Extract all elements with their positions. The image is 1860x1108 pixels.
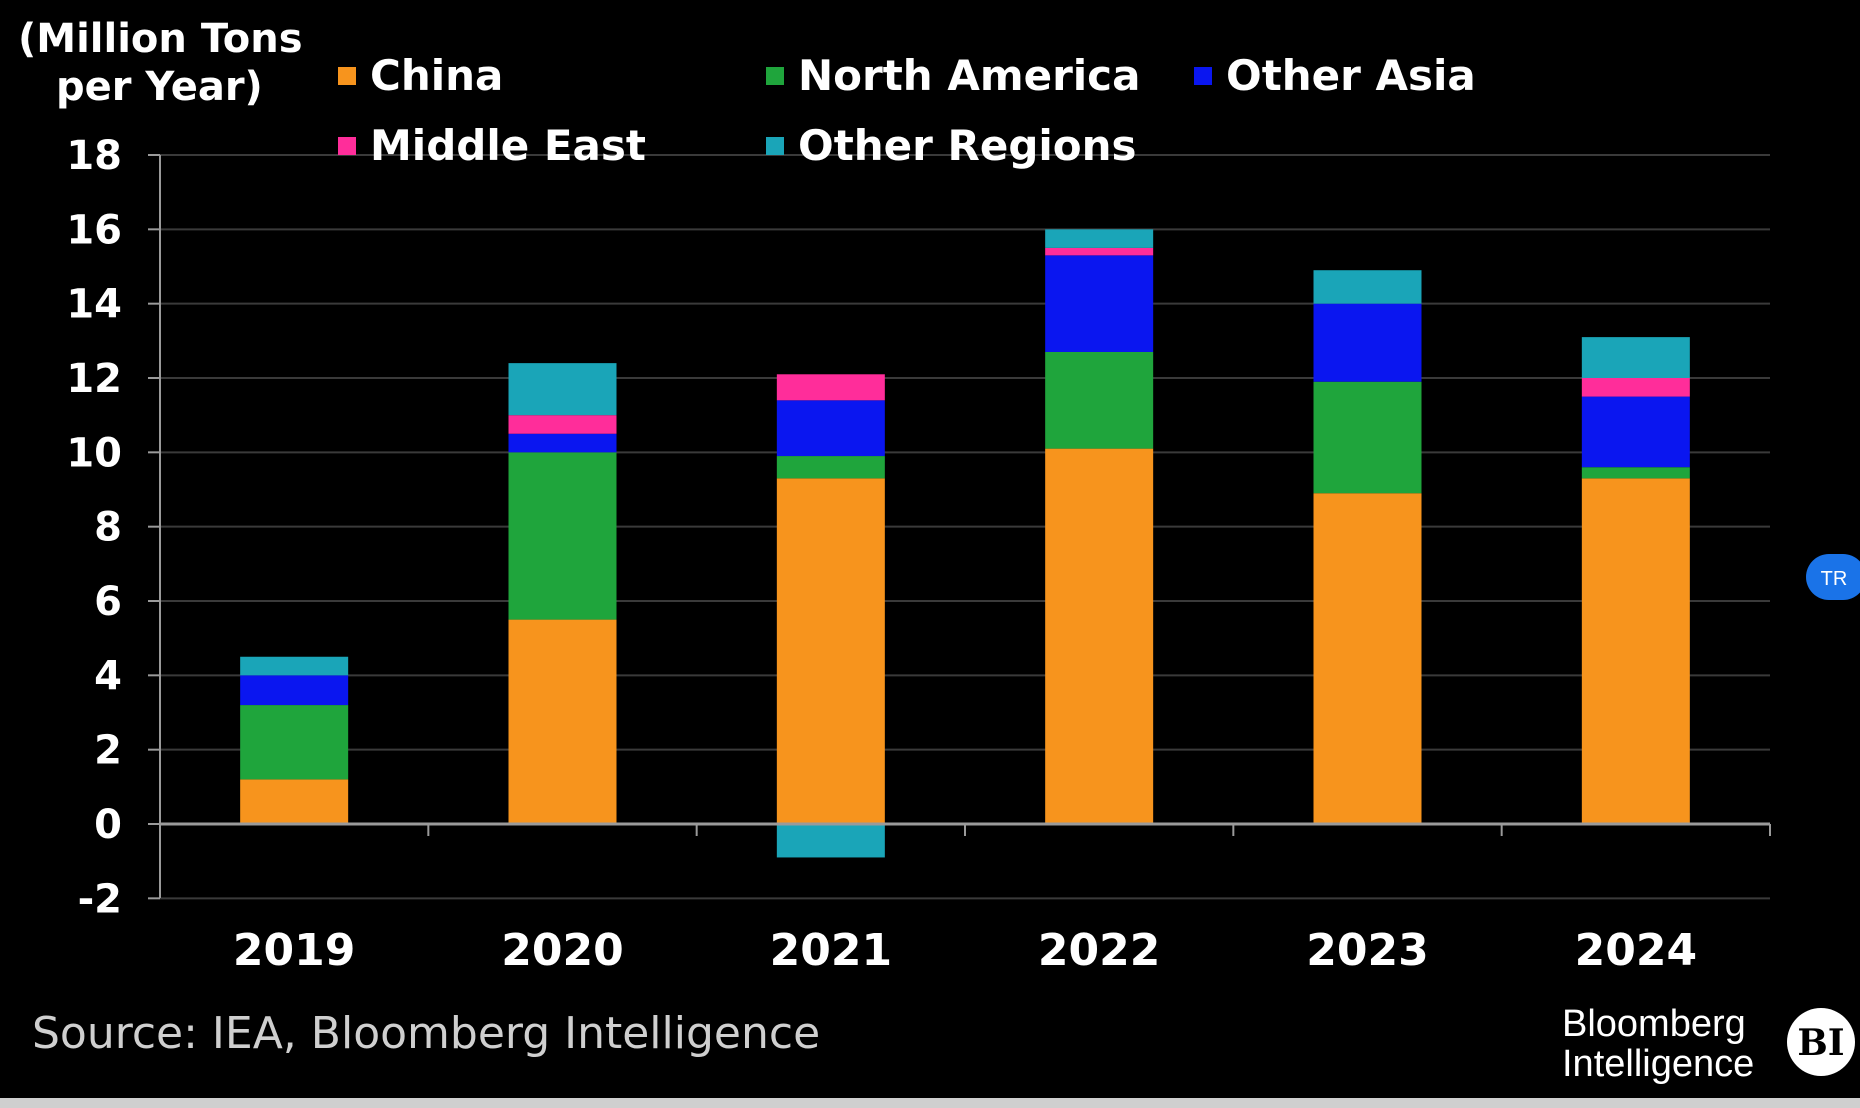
- bar-north-america-2021: [776, 456, 885, 479]
- legend-swatch-middle-east: [338, 137, 356, 155]
- bar-other-asia-2023: [1313, 303, 1422, 382]
- bar-china-2021: [776, 478, 885, 824]
- brand-name-line2: Intelligence: [1562, 1043, 1754, 1085]
- bar-china-2020: [508, 619, 617, 824]
- bar-china-2022: [1045, 448, 1154, 824]
- y-tick-label: 8: [94, 505, 122, 551]
- bar-other-regions-2023: [1313, 270, 1422, 304]
- legend-label-middle-east: Middle East: [370, 121, 646, 170]
- legend-swatch-other-asia: [1194, 67, 1212, 85]
- bars-layer: [240, 229, 1690, 858]
- y-tick-label: 14: [66, 282, 122, 328]
- bar-other-asia-2019: [240, 675, 349, 706]
- grid-layer: [160, 154, 1770, 900]
- legend-swatch-china: [338, 67, 356, 85]
- bar-middle-east-2021: [776, 374, 885, 401]
- brand-name-line1: Bloomberg: [1562, 1003, 1746, 1045]
- bar-china-2023: [1313, 493, 1422, 824]
- bi-badge-icon: [1787, 1008, 1855, 1076]
- bar-other-regions-2020: [508, 363, 617, 416]
- x-tick-label: 2023: [1306, 925, 1428, 976]
- bar-other-asia-2020: [508, 433, 617, 453]
- bar-other-asia-2024: [1581, 396, 1690, 468]
- y-tick-label: 6: [94, 579, 122, 625]
- bar-middle-east-2020: [508, 415, 617, 434]
- source-note: Source: IEA, Bloomberg Intelligence: [32, 1008, 820, 1059]
- legend-label-other-regions: Other Regions: [798, 121, 1137, 170]
- bar-north-america-2024: [1581, 467, 1690, 479]
- bar-north-america-2019: [240, 705, 349, 780]
- y-tick-label: 12: [66, 356, 122, 402]
- legend-swatch-other-regions: [766, 137, 784, 155]
- bar-other-asia-2022: [1045, 255, 1154, 352]
- bar-china-2024: [1581, 478, 1690, 824]
- y-unit-label-line2: per Year): [56, 64, 263, 110]
- bar-middle-east-2024: [1581, 378, 1690, 397]
- tr-button[interactable]: [1806, 554, 1860, 600]
- legend-swatch-north-america: [766, 67, 784, 85]
- bar-middle-east-2022: [1045, 247, 1154, 256]
- y-unit-label-line1: (Million Tons: [18, 16, 303, 62]
- bi-badge-label: BI: [1797, 1022, 1844, 1064]
- bottom-border: [0, 1098, 1860, 1108]
- axis-layer: 18 16 14 12 10 8 6 4 2 0 -2 2019 2020 2021 2022 2023 202…: [66, 133, 1771, 976]
- y-tick-label: 4: [94, 653, 122, 699]
- x-tick-label: 2021: [770, 925, 892, 976]
- legend-label-other-asia: Other Asia: [1226, 51, 1476, 100]
- legend-label-china: China: [370, 51, 503, 100]
- y-tick-label: 16: [66, 207, 122, 253]
- x-tick-label: 2019: [233, 925, 355, 976]
- x-tick-label: 2024: [1575, 925, 1697, 976]
- x-tick-label: 2020: [501, 925, 623, 976]
- y-tick-label: -2: [78, 876, 122, 922]
- bar-other-regions-2019: [240, 656, 349, 676]
- bar-north-america-2022: [1045, 351, 1154, 449]
- y-tick-label: 2: [94, 728, 122, 774]
- y-tick-label: 0: [94, 802, 122, 848]
- x-tick-label: 2022: [1038, 925, 1160, 976]
- y-tick-label: 10: [66, 430, 122, 476]
- bar-other-asia-2021: [776, 400, 885, 457]
- bar-other-regions-2021: [776, 824, 885, 858]
- bar-north-america-2023: [1313, 381, 1422, 494]
- bar-other-regions-2024: [1581, 337, 1690, 378]
- bar-other-regions-2022: [1045, 229, 1154, 248]
- legend: China North America Other Asia Middle East O…: [338, 51, 1476, 170]
- tr-button-label[interactable]: TR: [1821, 568, 1848, 590]
- legend-label-north-america: North America: [798, 51, 1140, 100]
- y-tick-label: 18: [66, 133, 122, 179]
- bar-china-2019: [240, 779, 349, 824]
- bar-north-america-2020: [508, 452, 617, 620]
